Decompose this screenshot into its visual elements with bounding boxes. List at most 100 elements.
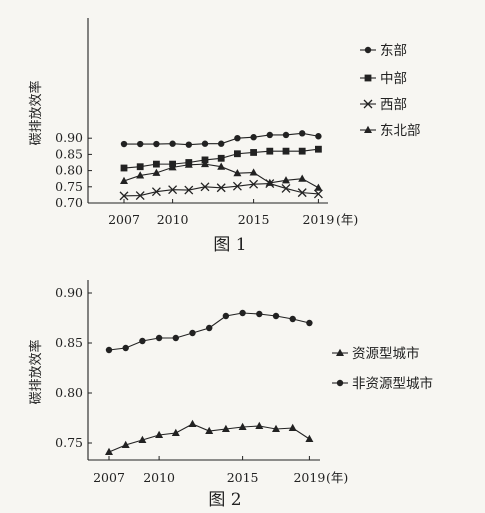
data-point [184, 160, 193, 168]
data-point [136, 171, 145, 179]
x-tick-label: 2019 [302, 212, 334, 227]
data-point [171, 428, 180, 436]
series-line [108, 312, 310, 351]
data-point [189, 329, 196, 337]
data-point [168, 185, 178, 195]
data-point [218, 140, 225, 147]
y-axis-label: 碳排放效率 [28, 80, 44, 145]
data-point [153, 160, 160, 168]
data-point [138, 435, 147, 443]
data-point [169, 140, 176, 147]
legend-entry: 西部 [360, 97, 407, 113]
data-point [120, 164, 128, 172]
legend-entry: 东部 [360, 43, 407, 59]
data-point [315, 145, 322, 153]
data-point [265, 178, 274, 186]
data-point [238, 422, 247, 430]
data-point [172, 334, 179, 342]
data-point [121, 440, 130, 448]
series-2 [105, 309, 313, 354]
data-point [272, 312, 280, 320]
data-point [297, 188, 307, 198]
data-point [255, 421, 264, 429]
data-point [201, 156, 209, 164]
legend-marker [336, 348, 344, 356]
data-point [216, 183, 226, 193]
legend-marker [364, 125, 372, 133]
y-tick-label: 0.70 [55, 195, 83, 210]
data-point [256, 310, 263, 318]
y-axis-label: 碳排放效率 [28, 339, 44, 404]
legend-marker [336, 379, 344, 387]
data-point [298, 174, 307, 182]
data-point [249, 168, 258, 176]
data-point [155, 430, 164, 438]
data-point [306, 319, 313, 327]
data-point [122, 344, 129, 352]
data-point [200, 182, 210, 192]
series-3 [119, 179, 323, 201]
x-tick-label: 2007 [93, 470, 125, 485]
data-point [298, 147, 306, 155]
legend-marker [364, 46, 372, 54]
data-point [282, 131, 290, 139]
data-point [139, 337, 146, 345]
data-point [221, 424, 230, 432]
data-point [233, 168, 242, 177]
data-point [205, 426, 214, 434]
data-point [201, 159, 209, 168]
data-point [152, 168, 161, 176]
x-axis-unit-label: (年) [326, 470, 348, 485]
legend-entry: 中部 [360, 71, 407, 87]
series-1 [105, 419, 314, 455]
data-point [250, 149, 257, 156]
figure-caption: 图 1 [213, 235, 246, 255]
data-point [120, 176, 128, 184]
data-point [305, 434, 314, 442]
x-tick-label: 2015 [227, 470, 259, 485]
data-point [232, 181, 242, 191]
data-point [234, 135, 241, 142]
data-point [288, 423, 297, 431]
data-point [315, 133, 322, 140]
data-point [136, 163, 144, 171]
data-point [168, 163, 177, 171]
legend-label: 非资源型城市 [352, 375, 433, 392]
data-point [201, 140, 209, 147]
data-point [185, 141, 192, 148]
legend-marker [364, 74, 372, 82]
data-point [153, 140, 160, 148]
y-tick-label: 0.80 [55, 163, 83, 178]
data-point [313, 189, 323, 199]
data-point [120, 140, 128, 148]
data-point [314, 183, 323, 191]
data-point [299, 130, 306, 137]
data-point [206, 324, 213, 332]
y-tick-label: 0.85 [55, 146, 83, 161]
x-tick-label: 2007 [108, 212, 140, 227]
data-point [222, 312, 230, 320]
legend-marker [363, 99, 373, 109]
data-point [217, 154, 225, 162]
data-point [155, 334, 163, 342]
data-point [266, 147, 274, 155]
y-tick-label: 0.85 [55, 335, 83, 350]
legend-label: 西部 [380, 97, 407, 113]
y-tick-label: 0.80 [55, 385, 83, 400]
legend-label: 东部 [380, 43, 407, 59]
chart-1: 0.700.750.80 0.850.90 2007 2010 2015 2019 (年) 碳… [28, 18, 421, 255]
legend-label: 东北部 [380, 123, 421, 139]
y-tick-label: 0.90 [55, 130, 83, 145]
legend-entry: 非资源型城市 [332, 375, 433, 392]
x-tick-label: 2015 [238, 212, 270, 227]
legend-entry: 资源型城市 [332, 345, 420, 362]
data-point [289, 315, 296, 323]
data-point [272, 424, 280, 432]
data-point [119, 191, 129, 201]
y-tick-label: 0.75 [55, 179, 83, 194]
x-tick-label: 2010 [143, 470, 175, 485]
data-point [266, 131, 273, 139]
series-1 [120, 130, 322, 148]
data-point [282, 176, 290, 184]
